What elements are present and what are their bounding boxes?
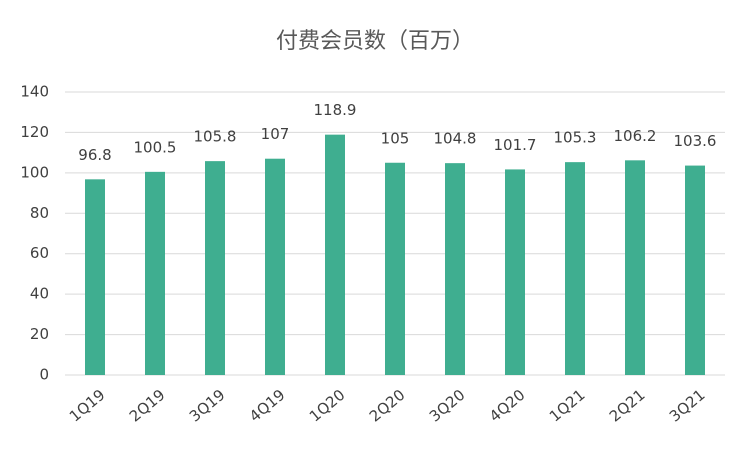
bar: [205, 161, 225, 375]
y-tick-label: 80: [30, 204, 49, 222]
bar: [145, 171, 165, 375]
chart-title: 付费会员数（百万）: [276, 29, 474, 54]
bar: [505, 169, 525, 375]
bar: [85, 179, 105, 375]
y-tick-label: 40: [30, 285, 49, 303]
x-tick-label: 2Q20: [366, 386, 409, 426]
y-tick-label: 120: [20, 123, 49, 141]
x-tick-label: 4Q20: [486, 386, 529, 426]
data-label: 104.8: [434, 130, 477, 148]
bar: [685, 165, 705, 375]
bar: [265, 158, 285, 375]
y-tick-label: 100: [20, 163, 49, 181]
x-tick-label: 2Q21: [606, 386, 649, 426]
x-tick-label: 4Q19: [246, 386, 289, 426]
data-label: 96.8: [78, 146, 111, 164]
x-tick-label: 3Q19: [186, 386, 229, 426]
data-label: 105: [381, 129, 410, 147]
bar: [445, 163, 465, 375]
x-tick-label: 3Q20: [426, 386, 469, 426]
data-label: 101.7: [494, 136, 537, 154]
x-tick-label: 2Q19: [126, 386, 169, 426]
data-label: 100.5: [134, 138, 177, 156]
y-tick-label: 60: [30, 244, 49, 262]
x-tick-label: 3Q21: [666, 386, 709, 426]
bar: [625, 160, 645, 375]
data-label: 105.3: [554, 129, 597, 147]
y-tick-label: 0: [39, 366, 49, 384]
data-label: 107: [261, 125, 290, 143]
bar: [385, 162, 405, 375]
data-label: 103.6: [674, 132, 717, 150]
bar: [325, 134, 345, 375]
data-label: 105.8: [194, 128, 237, 146]
bar: [565, 162, 585, 375]
x-tick-label: 1Q20: [306, 386, 349, 426]
x-tick-label: 1Q21: [546, 386, 589, 426]
y-tick-label: 20: [30, 325, 49, 343]
data-label: 118.9: [314, 101, 357, 119]
x-tick-label: 1Q19: [66, 386, 109, 426]
y-tick-label: 140: [20, 83, 49, 101]
data-label: 106.2: [614, 127, 657, 145]
